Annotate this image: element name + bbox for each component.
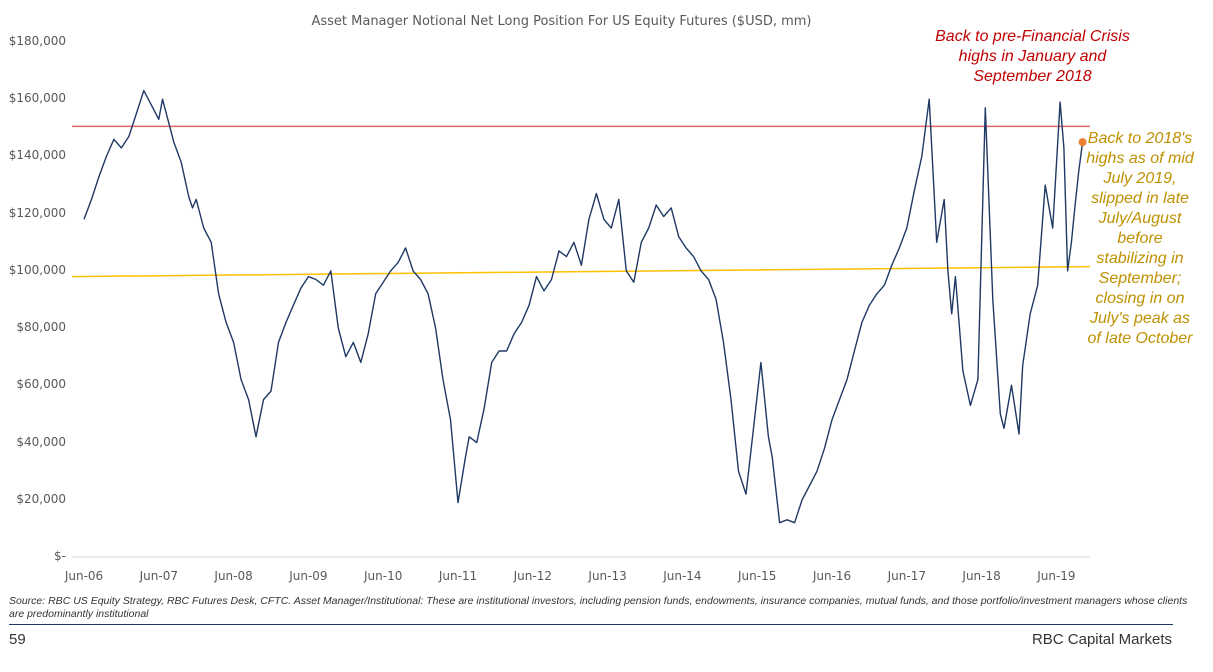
annotation-2018-highs: Back to 2018's highs as of mid July 2019… bbox=[1086, 130, 1194, 347]
reference-line-1 bbox=[71, 265, 1091, 278]
x-tick-label: Jun-15 bbox=[738, 569, 777, 583]
x-tick-label: Jun-16 bbox=[812, 569, 852, 583]
y-tick-label: $160,000 bbox=[8, 91, 66, 106]
y-tick-label: $180,000 bbox=[8, 34, 66, 48]
chart-title: Asset Manager Notional Net Long Position… bbox=[311, 14, 812, 29]
x-tick-label: Jun-12 bbox=[513, 569, 552, 583]
y-tick-label: $- bbox=[54, 549, 66, 563]
x-tick-label: Jun-06 bbox=[64, 569, 104, 583]
y-tick-label: $120,000 bbox=[8, 205, 66, 220]
footer-divider bbox=[9, 624, 1173, 625]
x-tick-label: Jun-17 bbox=[887, 569, 926, 583]
x-tick-label: Jun-08 bbox=[214, 569, 253, 583]
y-tick-label: $60,000 bbox=[16, 377, 66, 392]
latest-point-marker bbox=[1078, 138, 1087, 147]
page-number: 59 bbox=[9, 631, 26, 648]
x-tick-label: Jun-18 bbox=[962, 569, 1001, 583]
brand-label: RBC Capital Markets bbox=[1031, 631, 1172, 648]
y-tick-label: $20,000 bbox=[16, 491, 66, 506]
series-line-0 bbox=[83, 89, 1084, 524]
y-tick-label: $140,000 bbox=[8, 148, 66, 163]
y-tick-label: $40,000 bbox=[16, 434, 66, 449]
x-tick-label: Jun-10 bbox=[364, 569, 403, 583]
x-tick-label: Jun-14 bbox=[663, 569, 702, 583]
x-tick-label: Jun-19 bbox=[1037, 569, 1076, 583]
y-tick-label: $100,000 bbox=[8, 262, 66, 277]
y-tick-label: $80,000 bbox=[16, 320, 66, 335]
x-tick-label: Jun-09 bbox=[289, 569, 328, 583]
chart: Asset Manager Notional Net Long Position… bbox=[8, 14, 1194, 583]
plot-area bbox=[71, 89, 1091, 558]
x-tick-label: Jun-07 bbox=[139, 569, 178, 583]
annotation-financial-crisis-highs: Back to pre-Financial Crisis highs in Ja… bbox=[935, 28, 1130, 85]
source-note: Source: RBC US Equity Strategy, RBC Futu… bbox=[9, 595, 1188, 620]
x-tick-label: Jun-11 bbox=[438, 569, 478, 583]
x-tick-label: Jun-13 bbox=[588, 569, 627, 583]
